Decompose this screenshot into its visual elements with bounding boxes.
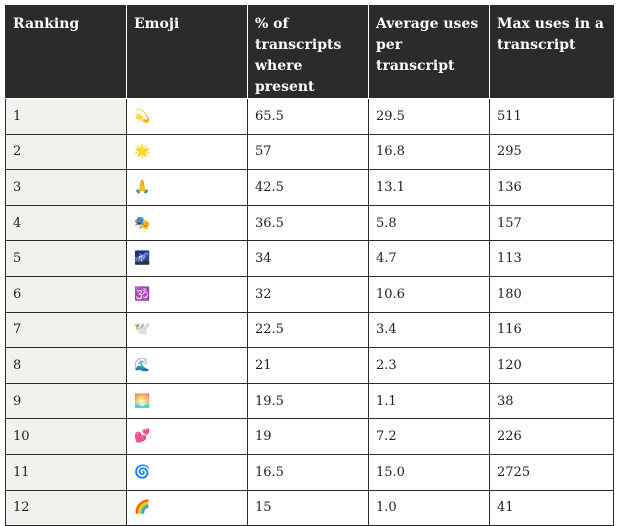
emoji-cell: 🌌	[126, 240, 248, 277]
max-uses-cell: 41	[489, 489, 614, 526]
emoji-cell: 🌈	[126, 489, 248, 526]
emoji-cell: 🌊	[126, 347, 248, 384]
table-row: 8 🌊 21 2.3 120	[5, 347, 614, 384]
pct-present-cell: 57	[247, 133, 369, 171]
average-uses-cell: 1.1	[368, 382, 490, 420]
header-row: Ranking Emoji % of transcripts where pre…	[5, 5, 614, 99]
pct-present-cell: 32	[247, 275, 369, 313]
pct-present-cell: 16.5	[247, 453, 369, 491]
pct-present-cell: 21	[247, 347, 369, 384]
ranking-cell: 8	[5, 347, 127, 384]
ranking-cell: 5	[5, 240, 127, 277]
dizzy-emoji-icon: 💫	[134, 108, 151, 124]
ranking-cell: 7	[5, 311, 127, 349]
two-hearts-icon: 💕	[134, 429, 151, 445]
table-row: 5 🌌 34 4.7 113	[5, 240, 614, 277]
average-uses-cell: 7.2	[368, 418, 490, 455]
max-uses-cell: 226	[489, 418, 614, 455]
ranking-cell: 4	[5, 204, 127, 242]
ranking-cell: 9	[5, 382, 127, 420]
emoji-cell: 🌅	[126, 382, 248, 420]
max-uses-cell: 116	[489, 311, 614, 349]
max-uses-cell: 136	[489, 169, 614, 206]
table-row: 11 🌀 16.5 15.0 2725	[5, 453, 614, 491]
table-row: 7 🕊️ 22.5 3.4 116	[5, 311, 614, 349]
folded-hands-icon: 🙏	[134, 179, 151, 195]
table-row: 12 🌈 15 1.0 41	[5, 489, 614, 526]
emoji-cell: 🌟	[126, 133, 248, 171]
emoji-cell: 🕉️	[126, 275, 248, 313]
ranking-cell: 11	[5, 453, 127, 491]
performing-arts-icon: 🎭	[134, 215, 151, 231]
header-pct-present: % of transcripts where present	[247, 5, 369, 99]
max-uses-cell: 157	[489, 204, 614, 242]
emoji-cell: 🙏	[126, 169, 248, 206]
pct-present-cell: 42.5	[247, 169, 369, 206]
milky-way-icon: 🌌	[134, 251, 151, 267]
average-uses-cell: 3.4	[368, 311, 490, 349]
max-uses-cell: 120	[489, 347, 614, 384]
cyclone-icon: 🌀	[134, 464, 151, 480]
header-ranking: Ranking	[5, 5, 127, 99]
average-uses-cell: 13.1	[368, 169, 490, 206]
max-uses-cell: 113	[489, 240, 614, 277]
max-uses-cell: 295	[489, 133, 614, 171]
emoji-cell: 🎭	[126, 204, 248, 242]
table-row: 2 🌟 57 16.8 295	[5, 133, 614, 171]
table-row: 6 🕉️ 32 10.6 180	[5, 275, 614, 313]
ranking-cell: 2	[5, 133, 127, 171]
emoji-cell: 💕	[126, 418, 248, 455]
average-uses-cell: 10.6	[368, 275, 490, 313]
ranking-cell: 12	[5, 489, 127, 526]
pct-present-cell: 15	[247, 489, 369, 526]
ranking-cell: 6	[5, 275, 127, 313]
emoji-usage-table-container: Ranking Emoji % of transcripts where pre…	[5, 5, 614, 526]
dove-icon: 🕊️	[134, 322, 151, 338]
header-max-uses: Max uses in a transcript	[489, 5, 614, 99]
water-wave-icon: 🌊	[134, 357, 151, 373]
table-body: 1 💫 65.5 29.5 511 2 🌟 57 16.8 295 3 🙏 42…	[5, 98, 614, 526]
average-uses-cell: 2.3	[368, 347, 490, 384]
emoji-cell: 💫	[126, 98, 248, 135]
pct-present-cell: 34	[247, 240, 369, 277]
pct-present-cell: 65.5	[247, 98, 369, 135]
average-uses-cell: 16.8	[368, 133, 490, 171]
emoji-cell: 🕊️	[126, 311, 248, 349]
max-uses-cell: 511	[489, 98, 614, 135]
emoji-usage-table: Ranking Emoji % of transcripts where pre…	[5, 5, 614, 526]
ranking-cell: 10	[5, 418, 127, 455]
ranking-cell: 1	[5, 98, 127, 135]
max-uses-cell: 180	[489, 275, 614, 313]
pct-present-cell: 19.5	[247, 382, 369, 420]
pct-present-cell: 36.5	[247, 204, 369, 242]
rainbow-icon: 🌈	[134, 500, 151, 516]
max-uses-cell: 2725	[489, 453, 614, 491]
table-header: Ranking Emoji % of transcripts where pre…	[5, 5, 614, 99]
ranking-cell: 3	[5, 169, 127, 206]
table-row: 9 🌅 19.5 1.1 38	[5, 382, 614, 420]
om-icon: 🕉️	[134, 286, 151, 302]
sunrise-icon: 🌅	[134, 393, 151, 409]
emoji-cell: 🌀	[126, 453, 248, 491]
header-emoji: Emoji	[126, 5, 248, 99]
table-row: 4 🎭 36.5 5.8 157	[5, 204, 614, 242]
average-uses-cell: 5.8	[368, 204, 490, 242]
glowing-star-icon: 🌟	[134, 144, 151, 160]
table-row: 1 💫 65.5 29.5 511	[5, 98, 614, 135]
header-average-uses: Average uses per transcript	[368, 5, 490, 99]
pct-present-cell: 22.5	[247, 311, 369, 349]
pct-present-cell: 19	[247, 418, 369, 455]
average-uses-cell: 15.0	[368, 453, 490, 491]
average-uses-cell: 1.0	[368, 489, 490, 526]
max-uses-cell: 38	[489, 382, 614, 420]
table-row: 10 💕 19 7.2 226	[5, 418, 614, 455]
average-uses-cell: 29.5	[368, 98, 490, 135]
table-row: 3 🙏 42.5 13.1 136	[5, 169, 614, 206]
average-uses-cell: 4.7	[368, 240, 490, 277]
